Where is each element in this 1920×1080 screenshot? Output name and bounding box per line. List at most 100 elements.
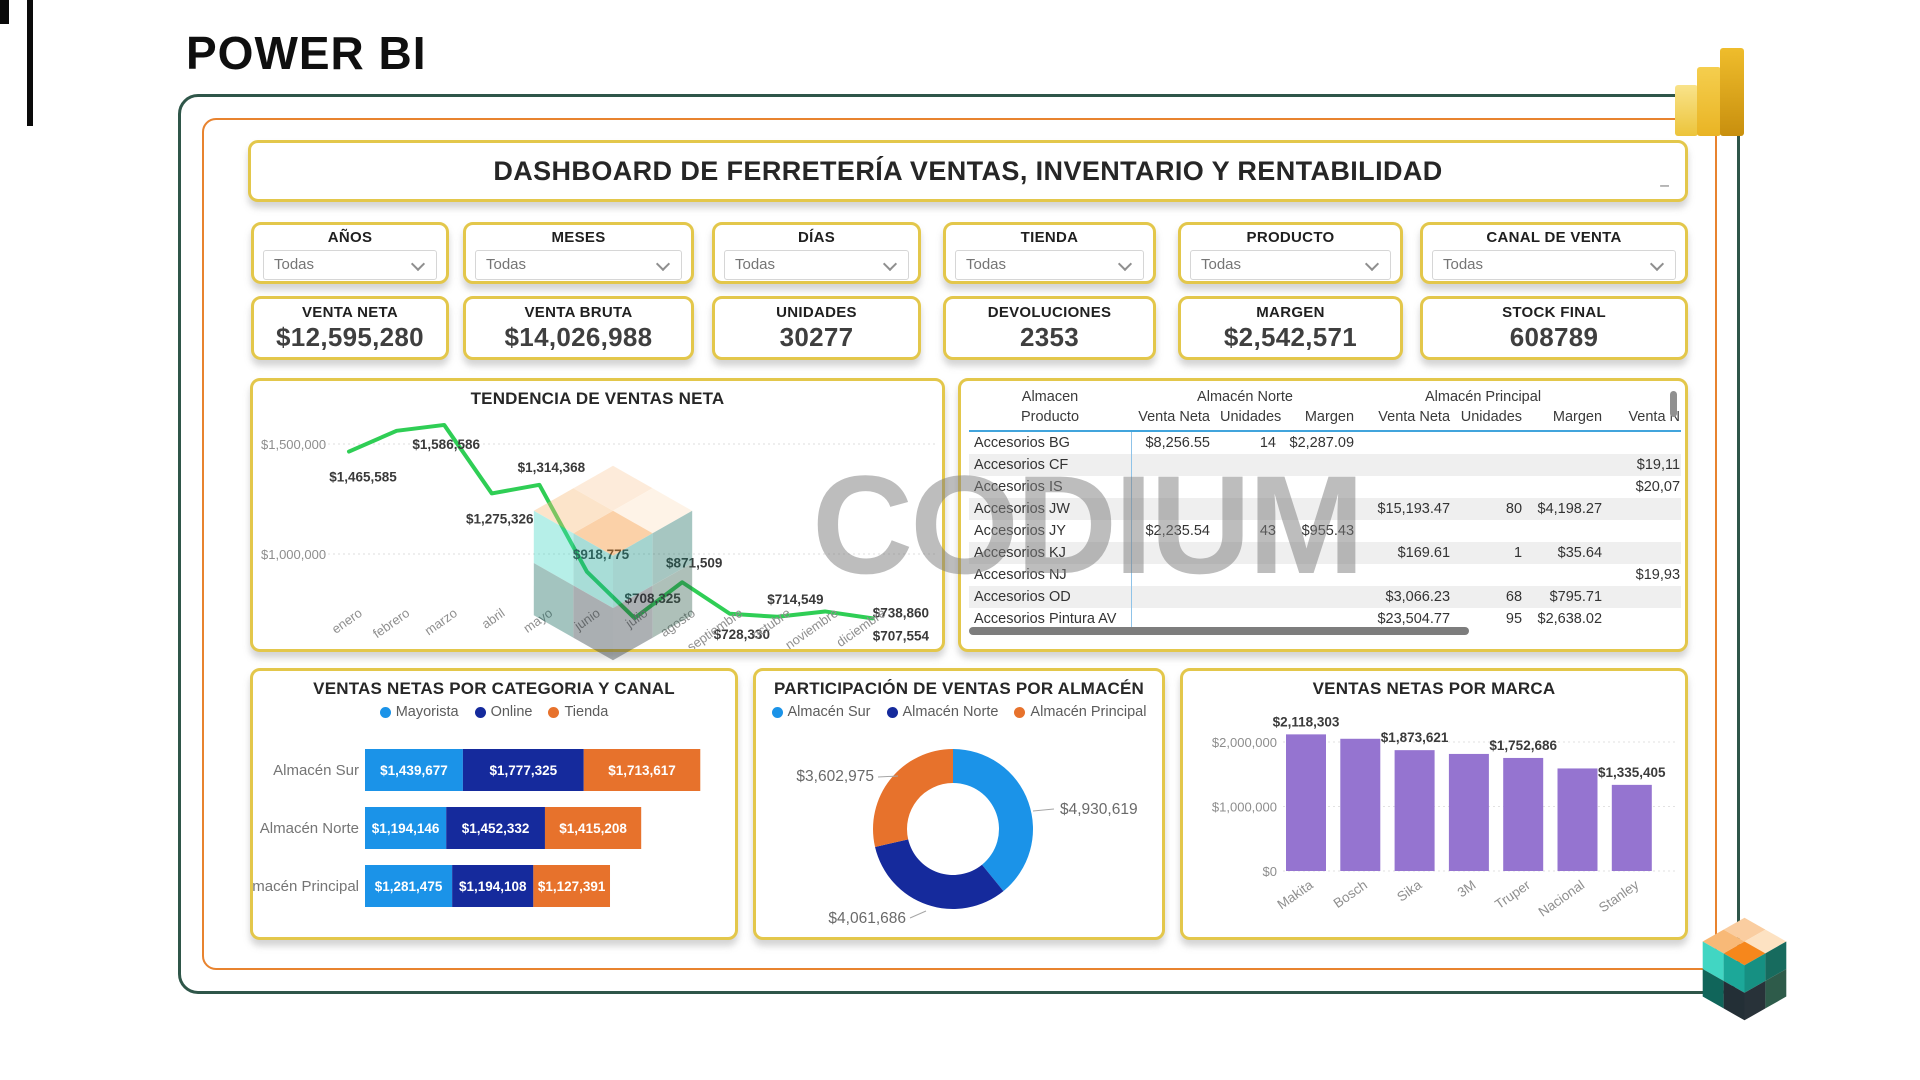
table-row[interactable]: Accesorios OD $3,066.23 68 $795.71	[969, 586, 1681, 608]
bar-segment[interactable]	[533, 865, 611, 907]
group-header-row: Almacen Almacén Norte Almacén Principal	[969, 387, 1681, 407]
x-axis-label: Nacional	[1536, 877, 1588, 919]
chart-title: PARTICIPACIÓN DE VENTAS POR ALMACÉN	[774, 679, 1144, 698]
legend-item[interactable]: Almacén Sur	[771, 704, 871, 720]
bar-segment[interactable]	[365, 749, 463, 791]
filter-value: Todas	[735, 256, 776, 273]
value-cell	[1359, 454, 1455, 476]
bar[interactable]	[1448, 753, 1489, 871]
ventas-line-series[interactable]	[347, 422, 875, 621]
table-row[interactable]: Accesorios IS $20,07	[969, 476, 1681, 498]
column-header: Unidades	[1215, 407, 1281, 432]
leader-line	[909, 910, 927, 919]
bar-segment[interactable]	[365, 807, 447, 849]
filter-label: AÑOS	[327, 229, 373, 246]
table-row[interactable]: Accesorios JY $2,235.54 43 $955.43	[969, 520, 1681, 542]
tendencia-line-chart[interactable]: $1,500,000 $1,000,000 $1,465,585 $1,586,586…	[253, 381, 942, 649]
bar-segment[interactable]	[583, 749, 701, 791]
bar[interactable]	[1286, 734, 1326, 871]
column-header-row: Producto Venta Neta Unidades Margen Venta Ne…	[969, 407, 1681, 432]
filter-meses: MESES Todas	[463, 222, 694, 284]
legend-item[interactable]: Almacén Principal	[1014, 704, 1146, 720]
powerbi-logo-bar	[1675, 85, 1698, 136]
product-cell: Accesorios OD	[969, 586, 1132, 608]
chevron-down-icon	[1364, 256, 1380, 272]
group-header: Almacén Principal	[1424, 389, 1542, 405]
dashboard-title-card: DASHBOARD DE FERRETERÍA VENTAS, INVENTAR…	[248, 140, 1688, 202]
column-header: Margen	[1281, 407, 1360, 432]
legend-item[interactable]: Almacén Norte	[886, 704, 998, 720]
categoria-canal-chart[interactable]: Almacén Sur $1,439,677 $1,777,325 $1,713,61…	[253, 671, 735, 937]
table-row[interactable]: Accesorios NJ $19,93	[969, 564, 1681, 586]
value-cell: $19,93	[1635, 567, 1681, 583]
legend-item[interactable]: Tienda	[548, 704, 608, 720]
legend-dot-icon	[886, 706, 898, 718]
filter-anos-dropdown[interactable]: Todas	[263, 250, 437, 280]
legend-dot-icon	[548, 706, 560, 718]
filter-meses-dropdown[interactable]: Todas	[475, 250, 682, 280]
data-label: $1,452,332	[462, 821, 530, 836]
donut-slice[interactable]	[875, 839, 1004, 909]
filter-label: DÍAS	[797, 229, 836, 246]
data-label: $1,335,405	[1598, 765, 1666, 780]
title-more-indicator[interactable]: –	[1660, 177, 1669, 194]
filter-dias-dropdown[interactable]: Todas	[724, 250, 909, 280]
legend: Almacén Sur Almacén Norte Almacén Principa…	[756, 704, 1162, 720]
donut-slice[interactable]	[953, 749, 1033, 892]
bar[interactable]	[1611, 784, 1652, 871]
kpi-label: VENTA NETA	[301, 304, 399, 321]
table-row[interactable]: Accesorios KJ $169.61 1 $35.64	[969, 542, 1681, 564]
table-row[interactable]: Accesorios Pintura AV $23,504.77 95 $2,638.…	[969, 608, 1681, 630]
vertical-scrollbar[interactable]	[1670, 391, 1677, 417]
filter-canal-dropdown[interactable]: Todas	[1432, 250, 1676, 280]
horizontal-scrollbar[interactable]	[969, 627, 1469, 635]
value-cell: $35.64	[1557, 545, 1603, 561]
column-header: Margen	[1527, 407, 1608, 432]
value-cell	[1607, 542, 1681, 564]
data-label: $1,415,208	[559, 821, 627, 836]
filter-value: Todas	[1201, 256, 1242, 273]
bar-segment[interactable]	[365, 865, 453, 907]
bar[interactable]	[1503, 757, 1544, 871]
data-label: $1,713,617	[608, 763, 676, 778]
y-axis-tick: $2,000,000	[1212, 735, 1277, 750]
legend-item[interactable]: Online	[474, 704, 532, 720]
product-cell: Accesorios JY	[969, 520, 1132, 542]
value-cell: $23,504.77	[1377, 611, 1451, 627]
value-cell: 95	[1505, 611, 1523, 627]
data-label: $1,752,686	[1489, 738, 1557, 753]
bar[interactable]	[1557, 768, 1598, 871]
table-row[interactable]: Accesorios JW $15,193.47 80 $4,198.27	[969, 498, 1681, 520]
bar-segment[interactable]	[544, 807, 642, 849]
filter-tienda-dropdown[interactable]: Todas	[955, 250, 1144, 280]
bar-segment[interactable]	[462, 749, 584, 791]
bar[interactable]	[1394, 750, 1435, 871]
powerbi-logo-bar	[1697, 67, 1721, 136]
x-axis-label: abril	[479, 605, 508, 631]
bar[interactable]	[1340, 738, 1381, 871]
table-row[interactable]: Accesorios BG $8,256.55 14 $2,287.09	[969, 431, 1681, 454]
kpi-value: $12,595,280	[276, 322, 424, 352]
participacion-donut-chart[interactable]: $4,930,619 $4,061,686 $3,602,975	[756, 671, 1162, 937]
filter-producto-dropdown[interactable]: Todas	[1190, 250, 1391, 280]
matrix-table-viewport: Almacen Almacén Norte Almacén Principal Pro…	[969, 387, 1681, 631]
leader-line	[877, 775, 899, 778]
value-cell	[1131, 498, 1215, 520]
bar-segment[interactable]	[452, 865, 534, 907]
legend-item[interactable]: Mayorista	[379, 704, 459, 720]
product-cell: Accesorios IS	[969, 476, 1132, 498]
data-label: $738,860	[873, 605, 929, 620]
value-cell	[1455, 431, 1527, 454]
almacen-matrix-table[interactable]: Almacen Almacén Norte Almacén Principal Pro…	[969, 387, 1681, 630]
value-cell	[1455, 454, 1527, 476]
value-cell: 68	[1505, 589, 1523, 605]
powerbi-logo	[1675, 48, 1745, 136]
value-cell	[1359, 520, 1455, 542]
leader-line	[1032, 808, 1055, 812]
table-row[interactable]: Accesorios CF $19,11	[969, 454, 1681, 476]
value-cell: $169.61	[1397, 545, 1451, 561]
bar-segment[interactable]	[446, 807, 545, 849]
marca-bar-chart[interactable]: $2,000,000 $1,000,000 $0 $2,118,303 Makita Bo…	[1183, 671, 1685, 937]
filter-label: TIENDA	[1020, 229, 1079, 246]
donut-slice[interactable]	[873, 749, 953, 847]
